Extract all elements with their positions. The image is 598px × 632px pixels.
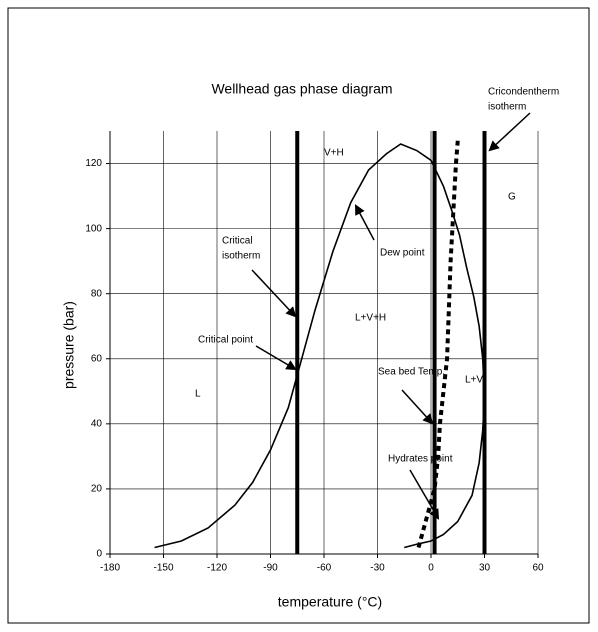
y-tick-label: 0: [96, 549, 102, 560]
region-label: L+V: [465, 375, 483, 386]
x-axis-label: temperature (°C): [278, 594, 382, 610]
y-tick-label: 40: [91, 418, 103, 429]
x-tick-label: -180: [100, 563, 120, 574]
region-label: L+V+H: [355, 313, 386, 324]
x-tick-label: 30: [479, 563, 491, 574]
region-label: G: [508, 192, 516, 203]
annotation-text: Dew point: [380, 248, 425, 259]
x-tick-label: 0: [428, 563, 434, 574]
chart-title: Wellhead gas phase diagram: [211, 81, 392, 97]
x-tick-label: -150: [153, 563, 173, 574]
annotation-arrow: [409, 469, 440, 520]
y-axis-label: pressure (bar): [61, 301, 77, 389]
y-tick-label: 100: [85, 223, 102, 234]
x-tick-label: -60: [317, 563, 332, 574]
y-tick-label: 80: [91, 288, 103, 299]
annotation-text: Critical point: [198, 335, 253, 346]
annotation-text: Sea bed Temp.: [378, 367, 445, 378]
annotation-text: Hydrates point: [388, 454, 453, 465]
x-tick-label: 60: [532, 563, 544, 574]
y-tick-label: 120: [85, 158, 102, 169]
annotation-text: Critical: [222, 236, 253, 247]
region-label: L: [195, 389, 201, 400]
y-tick-label: 20: [91, 484, 103, 495]
annotation-arrow: [251, 269, 297, 318]
annotation-arrow: [488, 112, 531, 152]
frame: [7, 7, 590, 624]
annotation-text: Cricondentherm: [488, 87, 559, 98]
annotation-arrow: [355, 204, 375, 241]
phase-curve: [416, 140, 460, 549]
annotation-text: isotherm: [222, 251, 260, 262]
annotation-text: isotherm: [488, 102, 526, 113]
region-label: V+H: [324, 148, 344, 159]
x-tick-label: -120: [207, 563, 227, 574]
phase-curve: [154, 143, 486, 549]
annotation-arrow: [255, 345, 297, 371]
y-tick-label: 60: [91, 353, 103, 364]
x-tick-label: -90: [263, 563, 278, 574]
annotation-arrow: [401, 389, 434, 425]
x-tick-label: -30: [370, 563, 385, 574]
